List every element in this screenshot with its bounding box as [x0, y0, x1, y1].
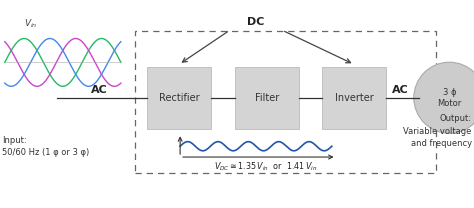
Bar — [235, 67, 299, 129]
Text: $V_{DC} \cong 1.35\,V_{in}$  or  $1.41\,V_{in}$: $V_{DC} \cong 1.35\,V_{in}$ or $1.41\,V_… — [214, 160, 317, 173]
Bar — [135, 31, 436, 173]
Text: Output:
Variable voltage
and frequency: Output: Variable voltage and frequency — [403, 114, 472, 148]
Text: 3 ϕ
Motor: 3 ϕ Motor — [437, 88, 462, 108]
Text: Inverter: Inverter — [335, 93, 374, 103]
Text: AC: AC — [91, 85, 108, 95]
Text: DC: DC — [247, 17, 264, 27]
Text: Rectifier: Rectifier — [159, 93, 199, 103]
Text: $V_{in}$: $V_{in}$ — [24, 18, 37, 30]
Text: AC: AC — [392, 85, 409, 95]
Text: Input:
50/60 Hz (1 φ or 3 φ): Input: 50/60 Hz (1 φ or 3 φ) — [2, 136, 90, 157]
Ellipse shape — [414, 62, 474, 133]
Text: Filter: Filter — [255, 93, 279, 103]
Bar — [322, 67, 386, 129]
Bar — [147, 67, 211, 129]
